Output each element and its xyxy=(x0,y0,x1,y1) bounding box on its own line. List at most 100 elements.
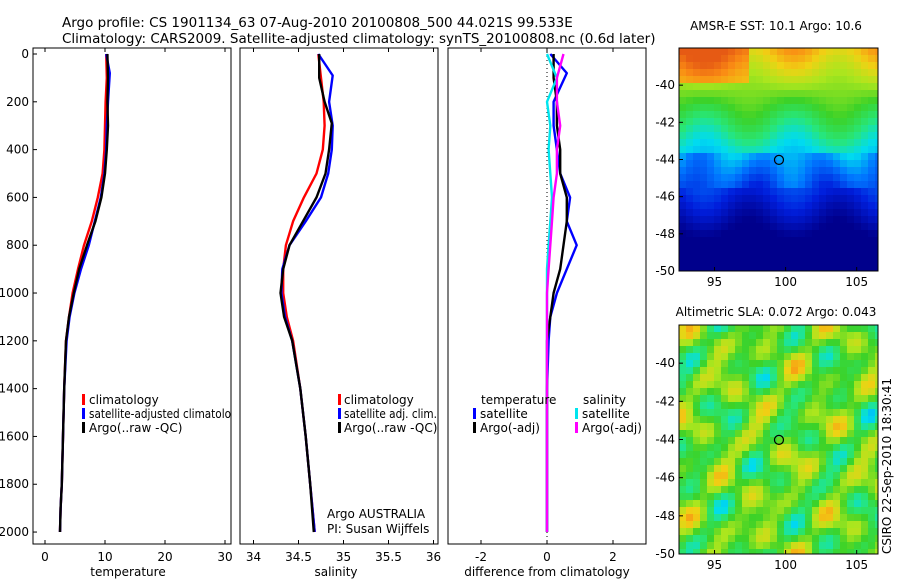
map-cell xyxy=(798,444,806,452)
map-cell xyxy=(812,139,820,147)
map-cell xyxy=(777,451,785,459)
map-cell xyxy=(784,479,792,487)
map-cell xyxy=(812,367,820,375)
map-cell xyxy=(798,251,806,259)
map-cell xyxy=(700,535,708,543)
map-cell xyxy=(784,332,792,340)
map-cell xyxy=(742,83,750,91)
map-cell xyxy=(791,146,799,154)
map-cell xyxy=(693,388,701,396)
map-cell xyxy=(784,223,792,231)
map-cell xyxy=(791,423,799,431)
map-cell xyxy=(875,493,878,501)
map-cell xyxy=(819,325,827,333)
map-cell xyxy=(770,416,778,424)
map-cell xyxy=(700,325,708,333)
map-cell xyxy=(805,230,813,238)
map-cell xyxy=(791,160,799,168)
map-cell xyxy=(812,332,820,340)
map-cell xyxy=(693,395,701,403)
map-cell xyxy=(819,139,827,147)
map-cell xyxy=(735,146,743,154)
map-cell xyxy=(826,265,834,271)
map-cell xyxy=(693,167,701,175)
map-cell xyxy=(756,430,764,438)
map-cell xyxy=(868,479,876,487)
map-cell xyxy=(679,514,687,522)
map-cell xyxy=(819,216,827,224)
map-cell xyxy=(777,90,785,98)
map-cell xyxy=(728,444,736,452)
map-cell xyxy=(707,465,715,473)
map-cell xyxy=(854,83,862,91)
y-tick-label: 200 xyxy=(6,95,29,109)
map-cell xyxy=(721,479,729,487)
map-cell xyxy=(861,244,869,252)
map-cell xyxy=(700,549,708,554)
map-cell xyxy=(784,118,792,126)
map-cell xyxy=(763,118,771,126)
map-cell xyxy=(728,202,736,210)
map-cell xyxy=(679,528,687,536)
map-cell xyxy=(693,139,701,147)
map-cell xyxy=(721,48,729,56)
map-cell xyxy=(840,181,848,189)
map-cell xyxy=(728,181,736,189)
map-cell xyxy=(686,216,694,224)
map-cell xyxy=(847,514,855,522)
map-cell xyxy=(707,167,715,175)
map-cell xyxy=(833,437,841,445)
map-cell xyxy=(826,549,834,554)
map-cell xyxy=(875,132,878,140)
map-cell xyxy=(868,521,876,529)
map-cell xyxy=(693,62,701,70)
map-cell xyxy=(679,381,687,389)
map-cell xyxy=(784,174,792,182)
map-cell xyxy=(770,97,778,105)
map-cell xyxy=(735,325,743,333)
map-cell xyxy=(854,48,862,56)
map-cell xyxy=(854,167,862,175)
map-cell xyxy=(833,430,841,438)
map-cell xyxy=(693,132,701,140)
map-cell xyxy=(749,202,757,210)
map-cell xyxy=(791,237,799,245)
map-cell xyxy=(756,48,764,56)
map-cell xyxy=(777,444,785,452)
map-cell xyxy=(826,139,834,147)
map-cell xyxy=(756,339,764,347)
map-cell xyxy=(735,381,743,389)
x-tick-label: 0 xyxy=(543,550,551,564)
map-cell xyxy=(756,542,764,550)
map-cell xyxy=(798,514,806,522)
difference-legend: temperature salinity satellite Argo(-adj… xyxy=(473,393,642,435)
map-cell xyxy=(707,451,715,459)
map-cell xyxy=(812,251,820,259)
map-cell xyxy=(735,465,743,473)
map-cell xyxy=(798,346,806,354)
map-cell xyxy=(777,542,785,550)
map-cell xyxy=(693,188,701,196)
map-cell xyxy=(742,181,750,189)
map-cell xyxy=(714,451,722,459)
map-cell xyxy=(735,360,743,368)
map-cell xyxy=(693,423,701,431)
legend-label: Argo(..raw -QC) xyxy=(344,421,437,435)
map-cell xyxy=(854,209,862,217)
map-cell xyxy=(756,521,764,529)
map-cell xyxy=(721,507,729,515)
y-tick-label: -48 xyxy=(655,227,675,241)
map-cell xyxy=(693,118,701,126)
map-cell xyxy=(721,97,729,105)
map-cell xyxy=(763,195,771,203)
map-cell xyxy=(763,507,771,515)
map-cell xyxy=(812,90,820,98)
map-cell xyxy=(756,409,764,417)
map-cell xyxy=(686,458,694,466)
map-cell xyxy=(714,69,722,77)
map-cell xyxy=(721,223,729,231)
map-cell xyxy=(784,160,792,168)
map-cell xyxy=(861,181,869,189)
map-cell xyxy=(812,521,820,529)
map-cell xyxy=(826,346,834,354)
